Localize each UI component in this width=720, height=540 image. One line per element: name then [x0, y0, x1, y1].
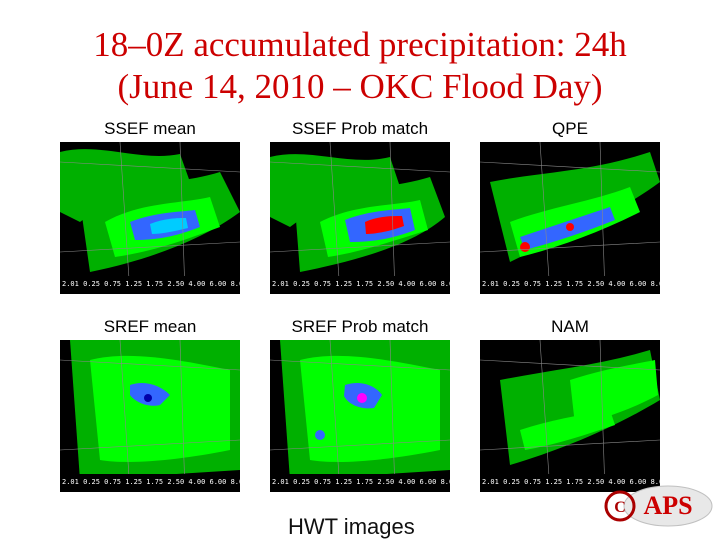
- panel-label-ssef-mean: SSEF mean: [104, 119, 196, 138]
- map-qpe: 2.01 0.25 0.75 1.25 1.75 2.50 4.00 6.00 …: [480, 142, 660, 294]
- map-ssef-prob-match: 2.01 0.25 0.75 1.25 1.75 2.50 4.00 6.00 …: [270, 142, 450, 294]
- color-scale-caption: 2.01 0.25 0.75 1.25 1.75 2.50 4.00 6.00 …: [482, 478, 660, 486]
- panel-label-nam: NAM: [551, 317, 589, 336]
- panel-label-sref-prob-match: SREF Prob match: [291, 317, 429, 336]
- map-sref-prob-match: 2.01 0.25 0.75 1.25 1.75 2.50 4.00 6.00 …: [270, 340, 450, 492]
- color-scale-caption: 2.01 0.25 0.75 1.25 1.75 2.50 4.00 6.00 …: [62, 280, 240, 288]
- color-scale-caption: 2.01 0.25 0.75 1.25 1.75 2.50 4.00 6.00 …: [272, 478, 450, 486]
- slide-title-line1: 18–0Z accumulated precipitation: 24h: [93, 25, 627, 64]
- footer-caption: HWT images: [288, 514, 415, 539]
- color-scale-caption: 2.01 0.25 0.75 1.25 1.75 2.50 4.00 6.00 …: [482, 280, 660, 288]
- panel-label-ssef-prob-match: SSEF Prob match: [291, 119, 429, 138]
- caps-logo: C APS: [598, 478, 716, 539]
- panel-label-sref-mean: SREF mean: [103, 317, 197, 336]
- map-nam: 2.01 0.25 0.75 1.25 1.75 2.50 4.00 6.00 …: [480, 340, 660, 492]
- svg-text:APS: APS: [643, 491, 692, 520]
- color-scale-caption: 2.01 0.25 0.75 1.25 1.75 2.50 4.00 6.00 …: [272, 280, 450, 288]
- svg-text:C: C: [614, 499, 626, 516]
- map-sref-mean: 2.01 0.25 0.75 1.25 1.75 2.50 4.00 6.00 …: [60, 340, 240, 492]
- panel-label-qpe: QPE: [552, 119, 588, 138]
- map-ssef-mean: 2.01 0.25 0.75 1.25 1.75 2.50 4.00 6.00 …: [60, 142, 240, 294]
- color-scale-caption: 2.01 0.25 0.75 1.25 1.75 2.50 4.00 6.00 …: [62, 478, 240, 486]
- slide-title-line2: (June 14, 2010 – OKC Flood Day): [117, 67, 603, 106]
